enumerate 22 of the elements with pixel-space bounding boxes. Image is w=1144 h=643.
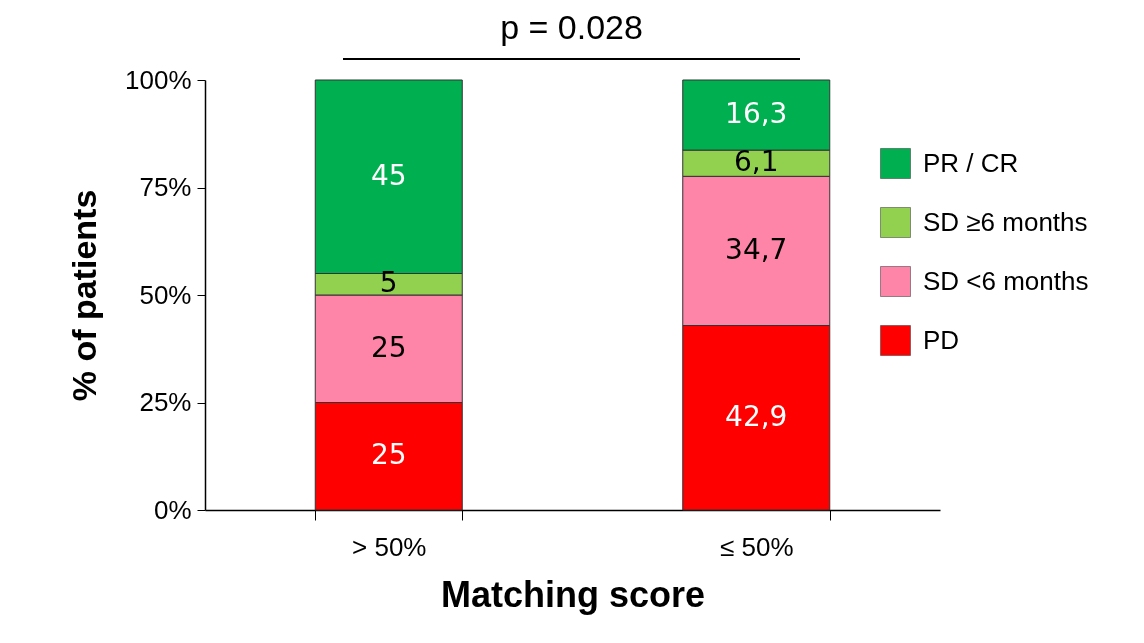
x-tick-label: ≤ 50% [719,531,794,562]
legend-label: SD ≥6 months [923,206,1088,237]
y-tick-label: 50% [139,279,192,310]
y-tick-label: 75% [139,172,192,202]
data-label: 34,7 [725,232,788,266]
y-tick-label: 25% [139,387,192,417]
data-label: 5 [379,266,398,300]
data-label: 25 [370,438,407,472]
x-tick-label: > 50% [352,531,427,562]
legend-label: SD <6 months [923,265,1089,296]
data-label: 42,9 [725,399,788,433]
data-label: 6,1 [733,145,779,179]
data-label: 16,3 [725,97,788,131]
y-tick-label: 100% [125,64,192,95]
text: p = 0.028 [499,8,644,47]
x-axis-title: Matching score [440,573,706,615]
y-axis-title: % of patients [65,189,103,402]
y-tick-label: 0% [153,494,192,525]
legend-label: PR / CR [923,147,1019,178]
legend-label: PD [923,324,960,355]
data-label: 25 [370,330,407,364]
data-label: 45 [370,158,407,192]
